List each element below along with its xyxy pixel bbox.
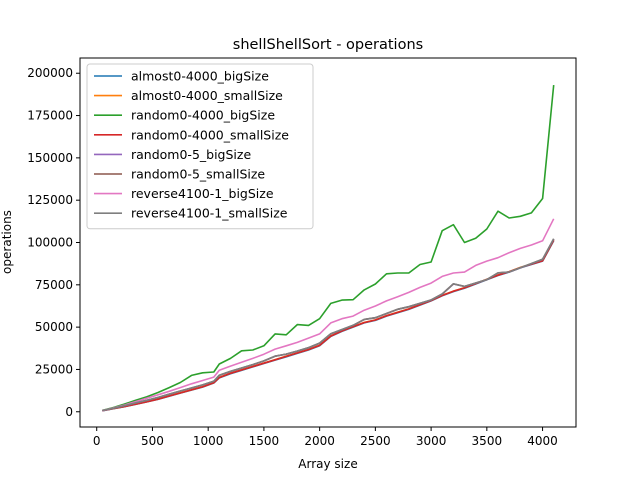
y-tick-label: 50000	[35, 320, 73, 334]
x-tick-label: 2500	[360, 434, 391, 448]
y-tick-label: 75000	[35, 278, 73, 292]
y-tick-label: 200000	[27, 66, 73, 80]
x-tick-label: 4000	[527, 434, 558, 448]
y-tick-label: 175000	[27, 109, 73, 123]
x-tick-label: 500	[141, 434, 164, 448]
y-axis-label: operations	[0, 210, 14, 274]
x-axis-label: Array size	[298, 457, 357, 471]
y-tick-label: 150000	[27, 151, 73, 165]
series-line-reverse4100-1_bigSize	[102, 218, 555, 412]
legend-label: random0-5_smallSize	[131, 167, 265, 182]
y-tick-label: 100000	[27, 236, 73, 250]
x-tick-label: 3500	[472, 434, 503, 448]
x-tick-label: 1000	[193, 434, 224, 448]
legend-label: almost0-4000_smallSize	[131, 88, 283, 103]
x-tick-label: 3000	[416, 434, 447, 448]
legend-label: almost0-4000_bigSize	[131, 69, 269, 84]
x-axis: 0 500 1000 1500 2000 2500 3000 3500 4000	[93, 427, 558, 448]
y-tick-label: 0	[65, 405, 73, 419]
y-tick-label: 125000	[27, 193, 73, 207]
x-tick-label: 1500	[249, 434, 280, 448]
x-tick-label: 0	[93, 434, 101, 448]
series-line-random0-4000_bigSize	[102, 85, 555, 412]
y-axis: 0 25000 50000 75000 100000 125000 150000 175000…	[27, 66, 80, 419]
legend-label: random0-4000_bigSize	[131, 108, 275, 123]
legend-label: reverse4100-1_smallSize	[131, 206, 288, 221]
legend-label: reverse4100-1_bigSize	[131, 186, 274, 201]
legend-box	[86, 63, 314, 230]
legend: almost0-4000_bigSize almost0-4000_smallSi…	[86, 63, 314, 230]
series-lines	[102, 85, 555, 412]
legend-label: random0-4000_smallSize	[131, 127, 289, 142]
legend-label: random0-5_bigSize	[131, 147, 251, 162]
x-tick-label: 2000	[304, 434, 335, 448]
chart-title: shellShellSort - operations	[233, 37, 423, 53]
series-line-reverse4100-1_smallSize	[102, 238, 555, 412]
y-tick-label: 25000	[35, 362, 73, 376]
